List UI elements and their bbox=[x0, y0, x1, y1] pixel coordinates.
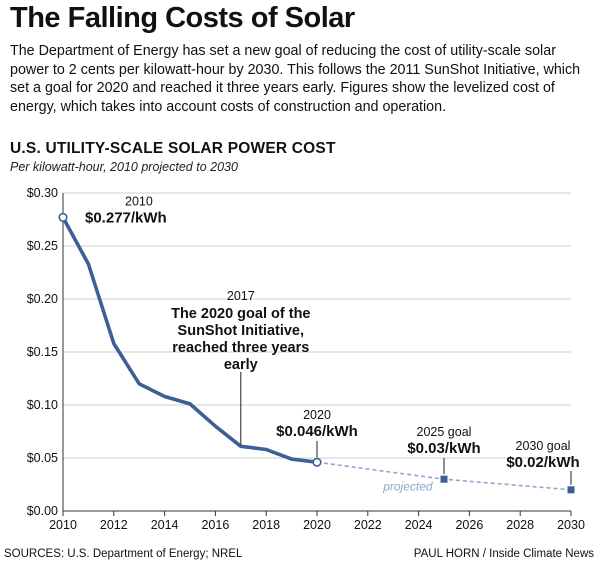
x-tick-label: 2030 bbox=[557, 518, 585, 532]
y-tick-label: $0.15 bbox=[27, 345, 58, 359]
annotation-value: $0.277/kWh bbox=[85, 209, 167, 226]
credit-text: PAUL HORN / Inside Climate News bbox=[413, 548, 594, 560]
chart-subtitle: Per kilowatt-hour, 2010 projected to 203… bbox=[10, 160, 238, 174]
x-tick-label: 2012 bbox=[100, 518, 128, 532]
headline: The Falling Costs of Solar bbox=[10, 2, 355, 34]
x-tick-label: 2022 bbox=[354, 518, 382, 532]
annotation-year: 2017 bbox=[227, 289, 255, 303]
actual-series-line bbox=[61, 215, 319, 465]
x-tick-label: 2026 bbox=[455, 518, 483, 532]
sources-text: SOURCES: U.S. Department of Energy; NREL bbox=[4, 548, 243, 560]
goal-marker bbox=[567, 486, 575, 494]
y-tick-label: $0.25 bbox=[27, 239, 58, 253]
goal-marker bbox=[440, 475, 448, 483]
annotation-text: reached three years bbox=[172, 340, 309, 356]
y-tick-label: $0.20 bbox=[27, 292, 58, 306]
y-tick-label: $0.30 bbox=[27, 186, 58, 200]
annotation-year: 2020 bbox=[303, 408, 331, 422]
annotation-year: 2025 goal bbox=[417, 425, 472, 439]
annotation-text: early bbox=[224, 357, 258, 373]
chart-title: U.S. UTILITY-SCALE SOLAR POWER COST bbox=[10, 140, 336, 157]
annotation-value: $0.03/kWh bbox=[407, 440, 480, 457]
data-point-marker bbox=[58, 212, 68, 222]
x-tick-label: 2018 bbox=[252, 518, 280, 532]
x-tick-label: 2028 bbox=[506, 518, 534, 532]
x-tick-label: 2020 bbox=[303, 518, 331, 532]
annotation-text: The 2020 goal of the bbox=[171, 306, 310, 322]
y-tick-label: $0.10 bbox=[27, 398, 58, 412]
annotation-text: SunShot Initiative, bbox=[178, 323, 304, 339]
y-tick-label: $0.05 bbox=[27, 451, 58, 465]
data-point-marker bbox=[312, 457, 322, 467]
annotation-value: $0.046/kWh bbox=[276, 423, 358, 440]
x-tick-label: 2016 bbox=[201, 518, 229, 532]
intro-paragraph: The Department of Energy has set a new g… bbox=[10, 43, 581, 115]
x-tick-label: 2010 bbox=[49, 518, 77, 532]
y-tick-label: $0.00 bbox=[27, 504, 58, 518]
annotation-year: 2030 goal bbox=[516, 439, 571, 453]
projected-label: projected bbox=[382, 479, 433, 493]
x-tick-label: 2024 bbox=[405, 518, 433, 532]
annotation-year: 2010 bbox=[125, 194, 153, 208]
annotation-value: $0.02/kWh bbox=[506, 454, 579, 471]
x-tick-label: 2014 bbox=[151, 518, 179, 532]
